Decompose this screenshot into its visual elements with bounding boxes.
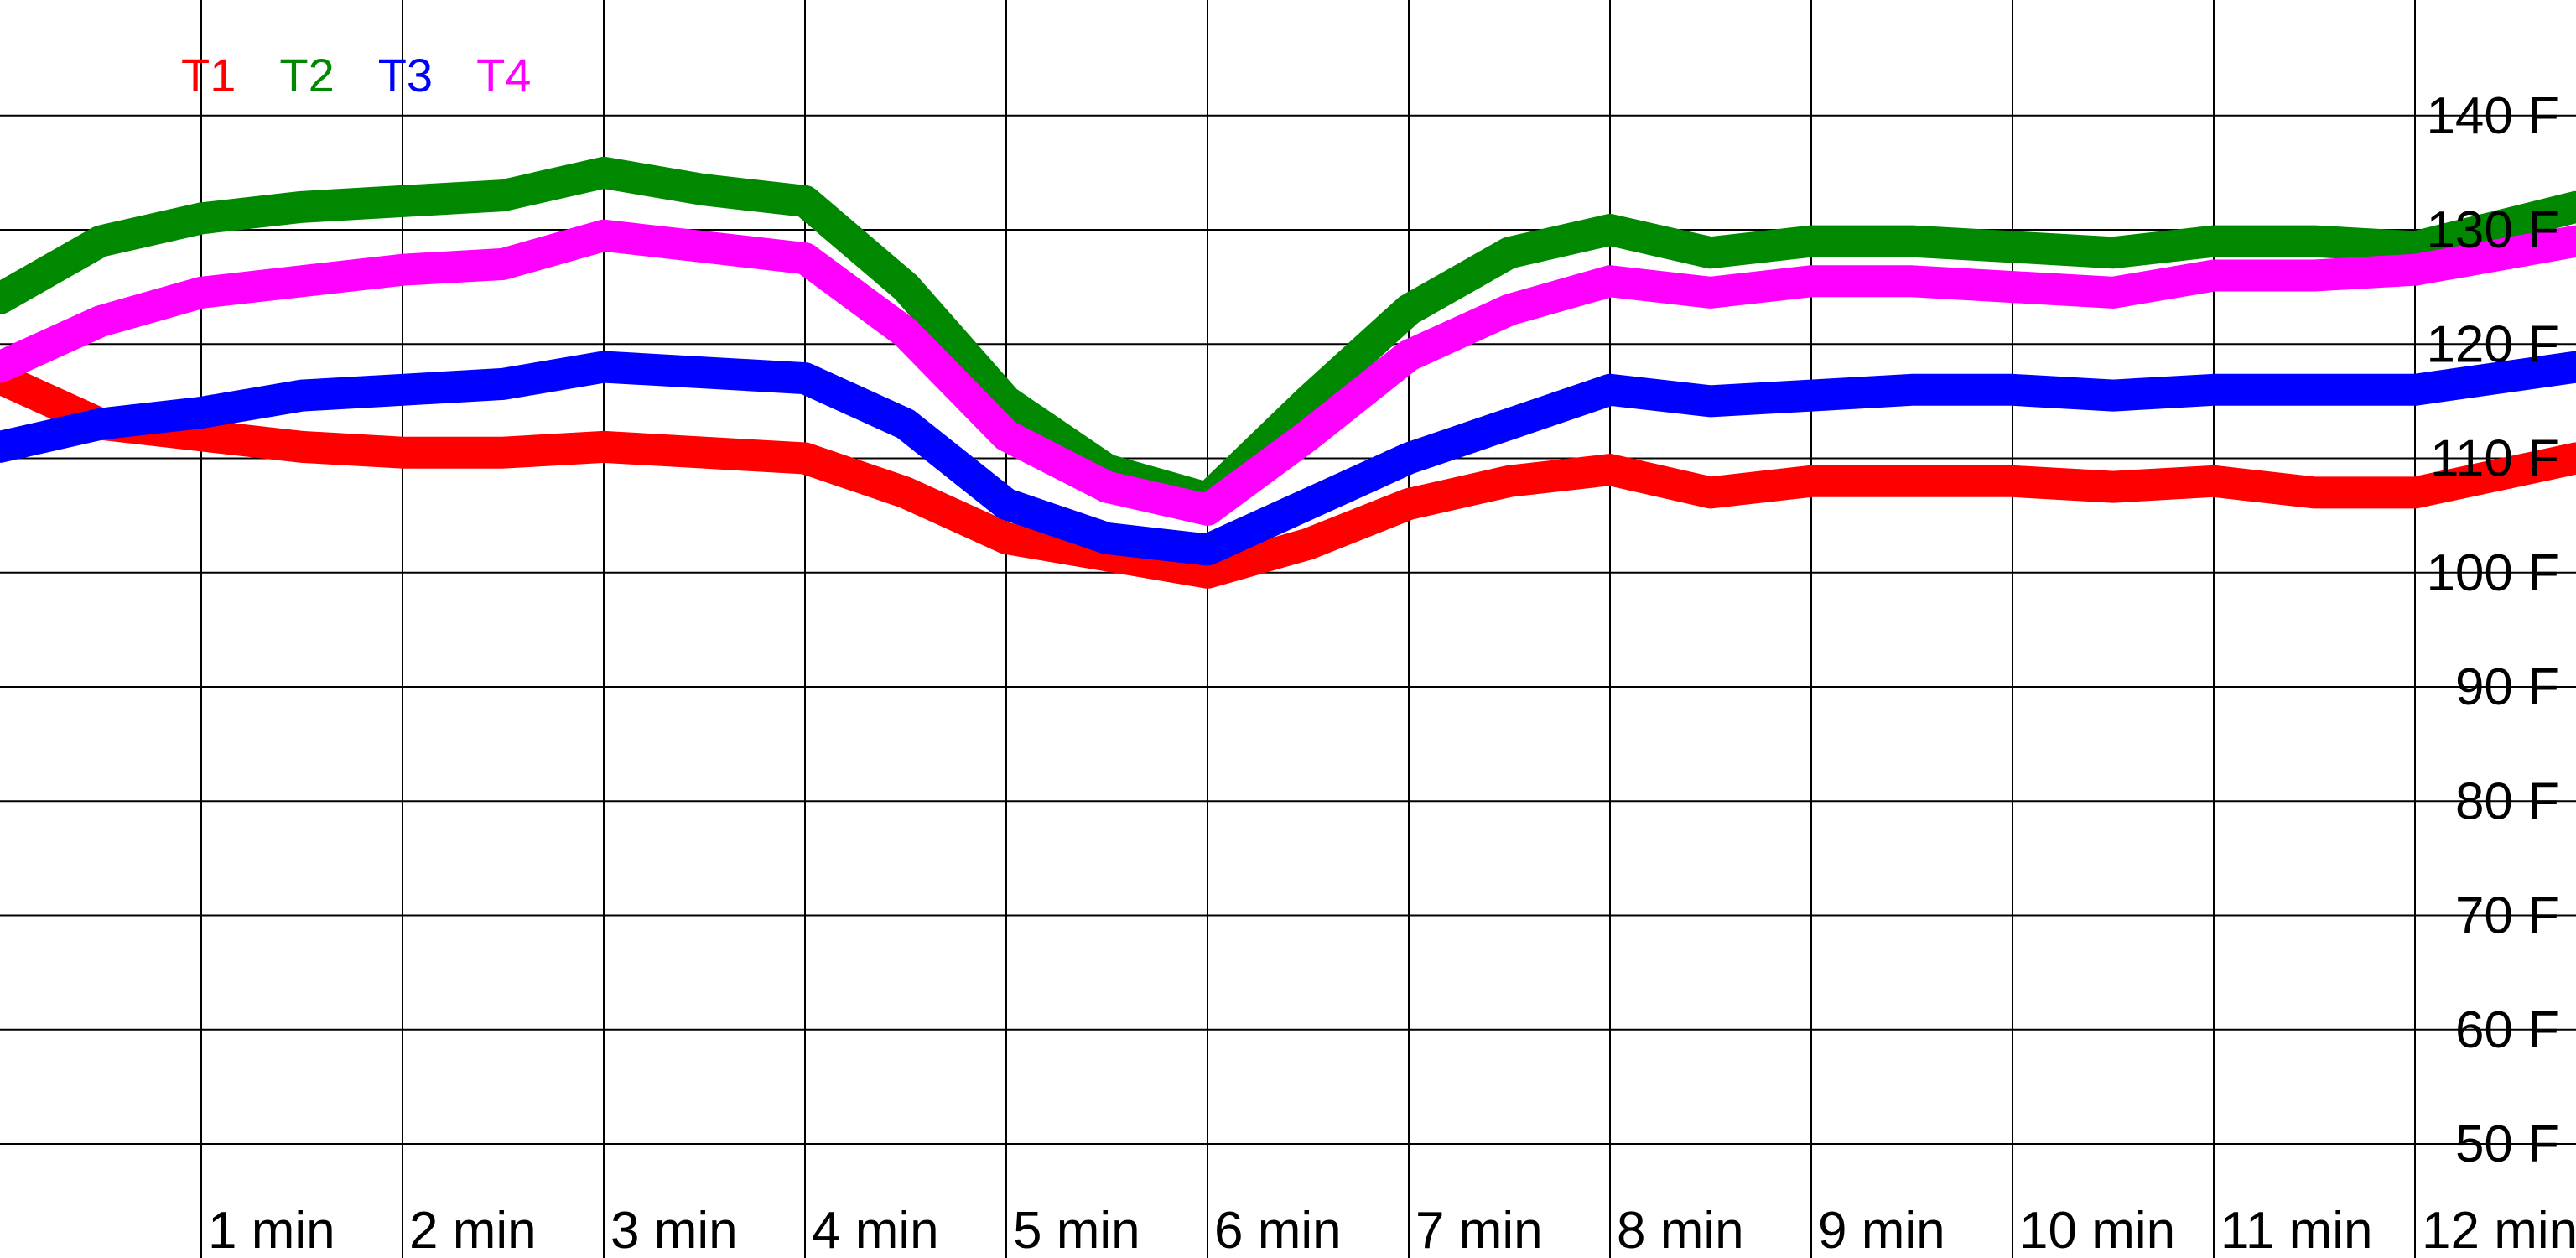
x-tick-label: 10 min bbox=[2019, 1202, 2175, 1258]
x-tick-label: 6 min bbox=[1214, 1202, 1342, 1258]
y-tick-label: 120 F bbox=[2426, 315, 2559, 373]
x-tick-label: 5 min bbox=[1013, 1202, 1140, 1258]
x-tick-label: 7 min bbox=[1415, 1202, 1543, 1258]
y-tick-label: 90 F bbox=[2455, 658, 2559, 716]
y-tick-label: 70 F bbox=[2455, 887, 2559, 945]
legend-item-t3: T3 bbox=[377, 49, 434, 101]
x-tick-label: 12 min bbox=[2422, 1202, 2576, 1258]
x-tick-label: 4 min bbox=[812, 1202, 939, 1258]
y-tick-label: 110 F bbox=[2430, 430, 2559, 488]
x-tick-label: 3 min bbox=[610, 1202, 738, 1258]
series-line-t4 bbox=[0, 219, 2576, 526]
legend: T1 T2 T3 T4 bbox=[181, 52, 574, 99]
x-tick-label: 9 min bbox=[1818, 1202, 1945, 1258]
y-tick-label: 50 F bbox=[2455, 1115, 2559, 1173]
legend-item-t4: T4 bbox=[476, 49, 532, 101]
y-tick-label: 60 F bbox=[2455, 1001, 2559, 1059]
x-tick-label: 8 min bbox=[1617, 1202, 1744, 1258]
y-axis-labels: 140 F 130 F 120 F 110 F 100 F 90 F 80 F 70 F 60 … bbox=[2426, 87, 2559, 1173]
legend-item-t2: T2 bbox=[279, 49, 335, 101]
x-tick-label: 2 min bbox=[409, 1202, 537, 1258]
x-tick-label: 11 min bbox=[2220, 1202, 2373, 1258]
legend-item-t1: T1 bbox=[181, 49, 236, 101]
series-line-t1 bbox=[0, 362, 2576, 589]
y-tick-label: 80 F bbox=[2455, 772, 2559, 830]
x-tick-label: 1 min bbox=[208, 1202, 335, 1258]
x-axis-labels: 1 min 2 min 3 min 4 min 5 min 6 min 7 min 8 min… bbox=[208, 1202, 2576, 1258]
y-tick-label: 100 F bbox=[2426, 544, 2559, 602]
series-line-t3 bbox=[0, 351, 2576, 566]
y-tick-label: 130 F bbox=[2426, 201, 2559, 259]
y-tick-label: 140 F bbox=[2426, 87, 2559, 145]
series-line-t2 bbox=[0, 156, 2576, 515]
series-lines bbox=[0, 156, 2576, 589]
